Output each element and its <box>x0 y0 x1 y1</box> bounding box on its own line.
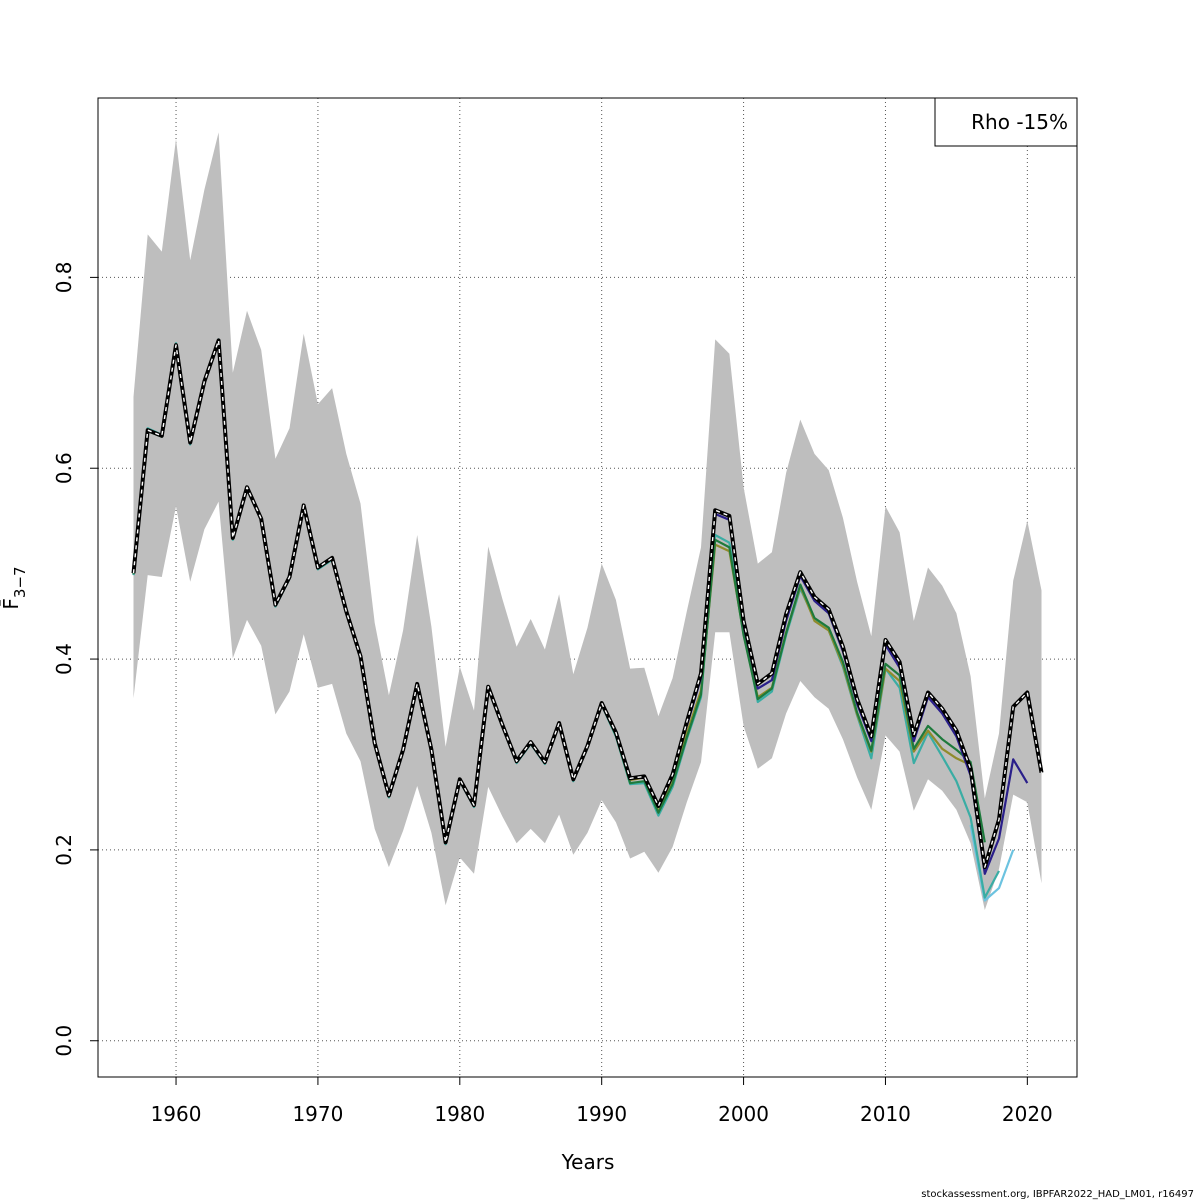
x-axis: 1960 1970 1980 1990 2000 2010 2020 <box>151 1076 1053 1126</box>
y-tick-label: 0.8 <box>52 261 76 293</box>
y-axis-title-main: F̄ <box>0 598 23 610</box>
y-tick-label: 0.6 <box>52 452 76 484</box>
confidence-band <box>133 132 1042 910</box>
x-tick-label: 1970 <box>292 1102 343 1126</box>
svg-text:F̄3−7: F̄3−7 <box>0 566 29 609</box>
legend: Rho -15% <box>934 97 1078 147</box>
y-axis-title: F̄3−7 <box>0 566 29 609</box>
y-tick-label: 0.0 <box>52 1025 76 1057</box>
y-axis: 0.0 0.2 0.4 0.6 0.8 <box>52 261 99 1057</box>
legend-box <box>934 97 1078 147</box>
x-tick-label: 1990 <box>576 1102 627 1126</box>
x-tick-label: 2010 <box>860 1102 911 1126</box>
series-layer <box>131 338 1044 902</box>
x-axis-title: Years <box>561 1150 615 1174</box>
y-axis-title-subscript: 3−7 <box>11 566 29 598</box>
footer-credit: stockassessment.org, IBPFAR2022_HAD_LM01… <box>921 1189 1194 1200</box>
x-tick-label: 1960 <box>151 1102 202 1126</box>
x-tick-label: 2000 <box>718 1102 769 1126</box>
y-tick-label: 0.4 <box>52 643 76 675</box>
confidence-band-layer <box>133 132 1042 910</box>
y-tick-label: 0.2 <box>52 834 76 866</box>
x-tick-label: 2020 <box>1002 1102 1053 1126</box>
series-line-base-dash <box>132 339 1043 868</box>
x-tick-label: 1980 <box>434 1102 485 1126</box>
legend-text: Rho -15% <box>971 110 1068 134</box>
